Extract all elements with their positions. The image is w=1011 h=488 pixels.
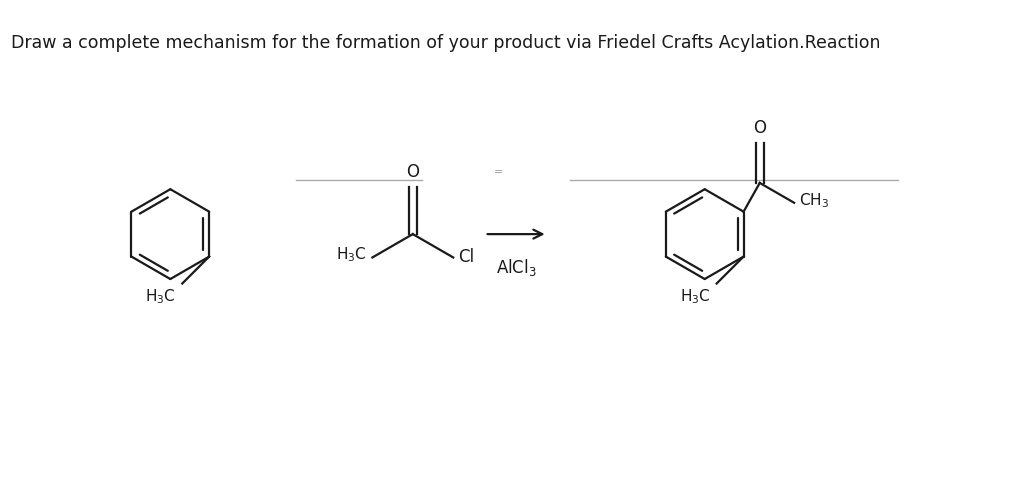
Text: CH$_3$: CH$_3$ bbox=[799, 192, 829, 210]
Text: H$_3$C: H$_3$C bbox=[146, 287, 176, 306]
Text: Cl: Cl bbox=[458, 248, 474, 266]
Text: H$_3$C: H$_3$C bbox=[679, 287, 711, 306]
Text: =: = bbox=[493, 167, 502, 178]
Text: AlCl$_3$: AlCl$_3$ bbox=[495, 257, 537, 278]
Text: Draw a complete mechanism for the formation of your product via Friedel Crafts A: Draw a complete mechanism for the format… bbox=[11, 34, 881, 52]
Text: O: O bbox=[753, 119, 766, 137]
Text: H$_3$C: H$_3$C bbox=[337, 245, 367, 264]
Text: O: O bbox=[406, 163, 420, 181]
